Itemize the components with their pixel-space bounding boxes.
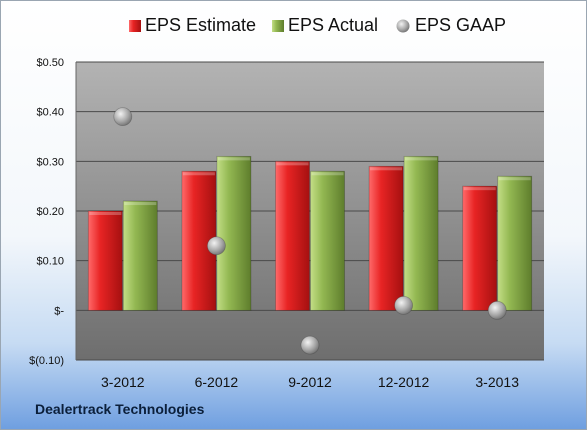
eps-estimate-bar — [275, 160, 310, 311]
y-tick-label: $0.10 — [36, 256, 64, 268]
eps-actual-bar-highlight — [217, 157, 250, 161]
eps-gaap-point — [113, 107, 133, 127]
eps-actual-bar-highlight — [498, 177, 531, 181]
y-tick-label: $- — [54, 305, 64, 317]
eps-estimate-bar — [87, 210, 123, 311]
company-name: Dealertrack Technologies — [35, 401, 205, 417]
eps-estimate-bar — [368, 165, 404, 311]
eps-actual-bar-highlight — [124, 202, 157, 206]
legend-label-eps-actual: EPS Actual — [288, 15, 378, 35]
eps-gaap-point — [487, 300, 507, 320]
eps-actual-bar — [310, 170, 345, 311]
y-tick-label: $(0.10) — [29, 355, 64, 367]
eps-estimate-bar-highlight — [182, 172, 215, 176]
y-axis: $0.50 $0.40 $0.30 $0.20 $0.10 $- $(0.10) — [29, 57, 64, 367]
eps-gaap-point — [206, 236, 226, 256]
eps-estimate-bar-highlight — [370, 167, 403, 171]
gaap-points — [113, 107, 507, 355]
eps-actual-bar — [403, 155, 439, 311]
eps-estimate-bar-highlight — [463, 187, 496, 191]
x-tick-label: 3-2013 — [475, 374, 519, 390]
eps-estimate-bar — [462, 185, 498, 311]
legend-swatch-eps-estimate — [129, 20, 141, 32]
eps-gaap-point — [300, 335, 320, 355]
eps-estimate-bar-highlight — [276, 162, 309, 166]
x-tick-label: 12-2012 — [378, 374, 430, 390]
eps-actual-bar — [122, 200, 158, 311]
x-tick-label: 9-2012 — [288, 374, 332, 390]
y-tick-label: $0.40 — [36, 107, 64, 119]
legend-label-eps-estimate: EPS Estimate — [145, 15, 256, 35]
eps-estimate-bar-highlight — [89, 212, 122, 215]
x-axis: 3-2012 6-2012 9-2012 12-2012 3-2013 — [101, 374, 519, 390]
y-tick-label: $0.20 — [36, 206, 64, 218]
x-tick-label: 6-2012 — [195, 374, 239, 390]
eps-gaap-point — [394, 295, 414, 315]
eps-actual-bar — [497, 175, 533, 311]
eps-actual-bar-highlight — [311, 172, 344, 176]
eps-actual-bar — [216, 155, 252, 311]
legend-swatch-eps-gaap — [396, 19, 410, 33]
y-tick-label: $0.50 — [36, 57, 64, 69]
legend-label-eps-gaap: EPS GAAP — [415, 15, 506, 35]
eps-actual-bar-highlight — [405, 157, 438, 161]
legend: EPS Estimate EPS Actual EPS GAAP — [129, 15, 506, 35]
y-tick-label: $0.30 — [36, 156, 64, 168]
x-tick-label: 3-2012 — [101, 374, 145, 390]
legend-swatch-eps-actual — [272, 20, 284, 32]
